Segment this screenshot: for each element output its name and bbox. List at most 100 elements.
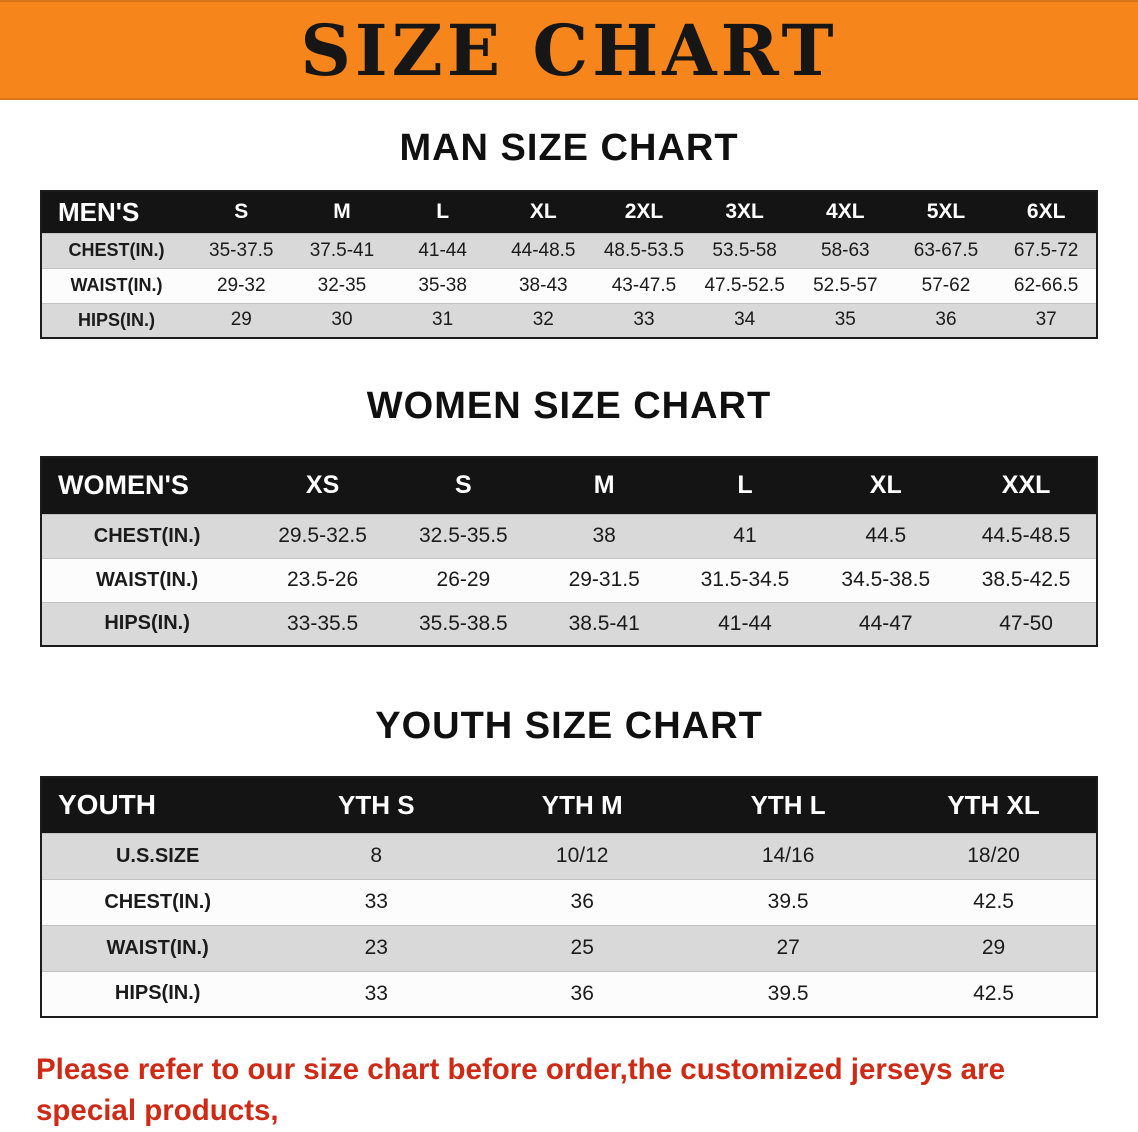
size-column-header: XS [305, 471, 340, 500]
cell-value: 38-43 [518, 274, 568, 296]
table-title-cell: WOMEN'S [58, 470, 189, 501]
cell-value: 34.5-38.5 [841, 568, 931, 591]
cell-value: 35-38 [418, 274, 467, 296]
size-column-header: S [455, 471, 472, 500]
row-label: WAIST(IN.) [106, 936, 209, 959]
cell-value: 39.5 [767, 981, 809, 1005]
cell-value: 39.5 [767, 890, 809, 913]
table-title-cell: YOUTH [58, 789, 156, 821]
size-column-header: 3XL [725, 200, 764, 224]
women-size-section: WOMEN SIZE CHART WOMEN'S XS S M L XL XXL CHEST(… [0, 385, 1138, 647]
cell-value: 38.5-42.5 [981, 568, 1071, 591]
table-row: WAIST(IN.) 23 25 27 29 [41, 925, 1097, 971]
cell-value: 31.5-34.5 [700, 568, 790, 591]
cell-value: 35 [834, 309, 856, 331]
table-row: HIPS(IN.) 33-35.5 35.5-38.5 38.5-41 41-44 44-… [41, 602, 1097, 646]
cell-value: 23 [364, 936, 388, 959]
cell-value: 32.5-35.5 [419, 524, 508, 547]
cell-value: 29-32 [216, 274, 266, 296]
size-column-header: 4XL [826, 200, 865, 224]
row-label: CHEST(IN.) [104, 890, 211, 913]
size-column-header: L [737, 471, 753, 500]
row-label: CHEST(IN.) [93, 524, 201, 547]
size-column-header: M [593, 471, 615, 500]
cell-value: 67.5-72 [1013, 239, 1079, 261]
cell-value: 44.5 [865, 524, 907, 547]
cell-value: 53.5-58 [712, 239, 777, 261]
cell-value: 33-35.5 [286, 611, 359, 635]
cell-value: 29-31.5 [568, 568, 640, 591]
size-column-header: XL [529, 200, 557, 224]
cell-value: 36 [935, 309, 957, 331]
table-title-cell: MEN'S [58, 196, 140, 227]
row-label: CHEST(IN.) [68, 240, 165, 260]
size-column-header: YTH XL [947, 789, 1040, 820]
size-column-header: XL [869, 471, 902, 500]
table-row: HIPS(IN.) 33 36 39.5 42.5 [41, 971, 1097, 1017]
table-row: CHEST(IN.) 35-37.5 37.5-41 41-44 44-48.5 48.5… [41, 233, 1097, 268]
cell-value: 29.5-32.5 [278, 524, 367, 547]
cell-value: 37.5-41 [309, 239, 375, 261]
cell-value: 38 [592, 524, 616, 547]
cell-value: 38.5-41 [568, 611, 640, 635]
cell-value: 41-44 [718, 611, 772, 635]
cell-value: 14/16 [761, 844, 815, 867]
row-label: HIPS(IN.) [114, 982, 201, 1005]
cell-value: 57-62 [921, 274, 971, 296]
size-column-header: XXL [1001, 471, 1051, 500]
title-banner: SIZE CHART [0, 0, 1138, 100]
disclaimer-line-1: Please refer to our size chart before or… [36, 1053, 1005, 1127]
table-header-row: YOUTH YTH S YTH M YTH L YTH XL [41, 777, 1097, 833]
table-row: HIPS(IN.) 29 30 31 32 33 34 35 36 37 [41, 303, 1097, 338]
cell-value: 47-50 [999, 611, 1053, 635]
cell-value: 58-63 [821, 239, 870, 261]
size-column-header: L [436, 200, 450, 224]
cell-value: 34 [734, 309, 756, 331]
cell-value: 52.5-57 [813, 274, 878, 296]
cell-value: 48.5-53.5 [603, 239, 685, 261]
cell-value: 30 [331, 309, 353, 331]
row-label: HIPS(IN.) [104, 612, 190, 635]
size-column-header: M [333, 200, 351, 224]
cell-value: 43-47.5 [611, 274, 677, 296]
row-label: WAIST(IN.) [70, 275, 163, 295]
cell-value: 44.5-48.5 [981, 524, 1071, 547]
page-title: SIZE CHART [300, 8, 838, 92]
cell-value: 26-29 [436, 568, 491, 591]
table-header-row: MEN'S S M L XL 2XL 3XL 4XL 5XL 6XL [41, 191, 1097, 233]
table-row: CHEST(IN.) 29.5-32.5 32.5-35.5 38 41 44.5 44.5… [41, 514, 1097, 558]
youth-size-table: YOUTH YTH S YTH M YTH L YTH XL U.S.SIZE 8 10/12… [40, 776, 1098, 1018]
table-row: CHEST(IN.) 33 36 39.5 42.5 [41, 879, 1097, 925]
cell-value: 42.5 [973, 890, 1014, 913]
row-label: U.S.SIZE [115, 844, 200, 867]
size-column-header: YTH L [750, 789, 826, 820]
cell-value: 41 [733, 524, 757, 547]
cell-value: 10/12 [555, 844, 609, 867]
cell-value: 18/20 [967, 844, 1020, 867]
table-row: WAIST(IN.) 29-32 32-35 35-38 38-43 43-47.5 47.… [41, 268, 1097, 303]
cell-value: 35-37.5 [209, 239, 274, 261]
cell-value: 8 [370, 844, 383, 867]
cell-value: 32 [532, 309, 554, 331]
cell-value: 37 [1035, 309, 1057, 331]
row-label: WAIST(IN.) [95, 568, 199, 591]
cell-value: 29 [981, 936, 1006, 959]
cell-value: 36 [570, 981, 594, 1005]
cell-value: 41-44 [418, 239, 467, 261]
size-column-header: 6XL [1026, 200, 1066, 224]
cell-value: 44-47 [858, 611, 913, 635]
cell-value: 35.5-38.5 [419, 611, 508, 635]
cell-value: 42.5 [973, 981, 1014, 1005]
cell-value: 33 [364, 981, 388, 1005]
row-label: HIPS(IN.) [77, 309, 155, 330]
cell-value: 33 [633, 309, 655, 331]
size-column-header: 5XL [926, 200, 966, 224]
cell-value: 47.5-52.5 [704, 274, 785, 296]
table-header-row: WOMEN'S XS S M L XL XXL [41, 457, 1097, 514]
cell-value: 29 [230, 309, 252, 331]
size-column-header: S [234, 200, 249, 224]
youth-size-section: YOUTH SIZE CHART YOUTH YTH S YTH M YTH L YTH… [0, 705, 1138, 1018]
size-column-header: YTH S [337, 789, 415, 820]
cell-value: 33 [364, 890, 388, 913]
